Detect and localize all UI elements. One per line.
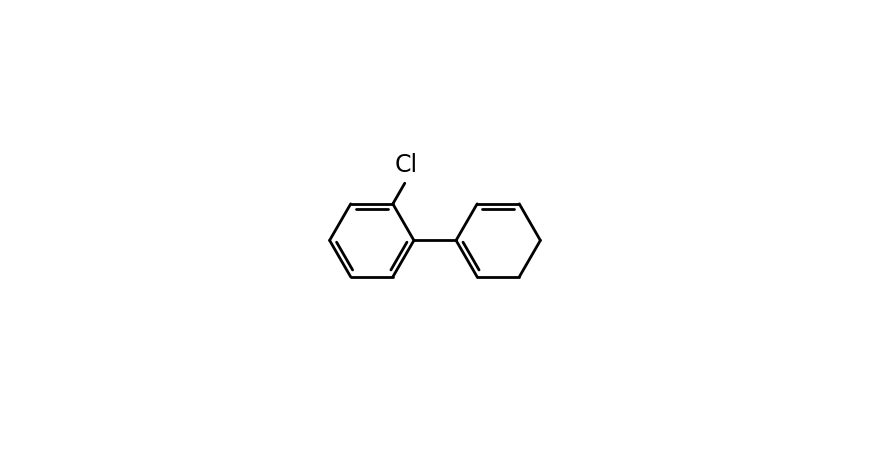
- Text: Cl: Cl: [395, 153, 419, 177]
